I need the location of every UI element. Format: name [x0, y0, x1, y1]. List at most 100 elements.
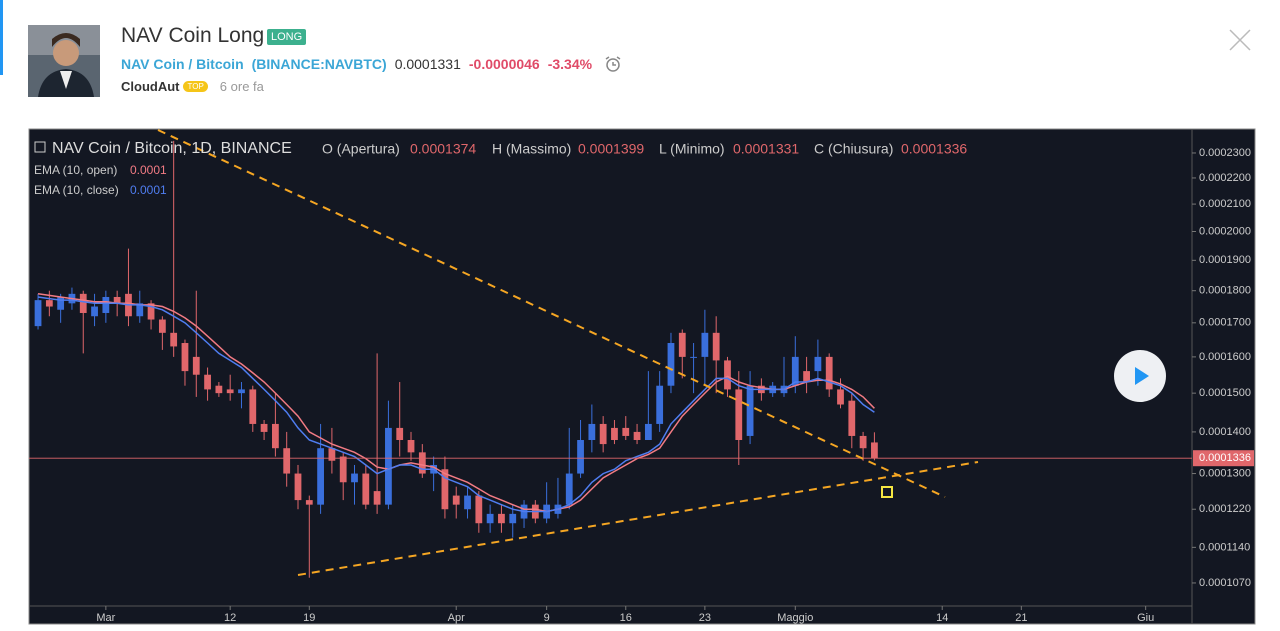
- x-tick-label: 12: [224, 612, 236, 624]
- author[interactable]: CloudAut: [121, 79, 180, 94]
- symbol-name[interactable]: NAV Coin / Bitcoin: [121, 56, 244, 72]
- price-change-pct: -3.34%: [547, 56, 593, 72]
- y-tick-label: 0.0002100: [1199, 198, 1251, 210]
- x-tick-label: 9: [544, 612, 550, 624]
- symbol-row: NAV Coin / Bitcoin (BINANCE:NAVBTC) 0.0001…: [121, 55, 624, 73]
- candle-body: [351, 473, 358, 483]
- x-tick-label: Apr: [448, 612, 465, 624]
- candle-body: [181, 343, 189, 372]
- candle-body: [701, 332, 709, 357]
- candle-body: [690, 356, 697, 358]
- close-button[interactable]: [1228, 28, 1252, 52]
- y-tick-label: 0.0001700: [1199, 317, 1251, 329]
- legend-toggle[interactable]: [34, 141, 46, 153]
- candle-body: [735, 389, 743, 440]
- legend-entry: EMA (10, open): [34, 163, 117, 177]
- candle-body: [147, 303, 155, 320]
- candle-body: [746, 385, 754, 436]
- candle-body: [170, 332, 178, 347]
- candle-body: [271, 423, 279, 449]
- post-time: 6 ore fa: [219, 79, 264, 94]
- y-tick-label: 0.0001600: [1199, 351, 1251, 363]
- trendline[interactable]: [157, 129, 946, 498]
- ohlc-value: 0.0001374: [410, 141, 476, 157]
- candle-body: [791, 356, 799, 386]
- candle-body: [464, 495, 471, 510]
- trendline[interactable]: [297, 461, 979, 576]
- chart-title: NAV Coin / Bitcoin, 1D, BINANCE: [52, 140, 292, 157]
- symbol-code[interactable]: (BINANCE:NAVBTC): [251, 56, 387, 72]
- candle-body: [407, 439, 415, 453]
- candle-body: [644, 423, 652, 440]
- chart-panel: [28, 128, 1256, 625]
- candle-body: [814, 356, 822, 372]
- candle-body: [34, 300, 42, 327]
- ohlc-value: 0.0001399: [578, 141, 644, 157]
- candle-body: [452, 495, 460, 505]
- candle-body: [283, 448, 291, 474]
- candle-body: [339, 456, 347, 483]
- candle-body: [498, 513, 505, 524]
- candle-body: [136, 303, 144, 317]
- y-tick-label: 0.0002200: [1199, 172, 1251, 184]
- candle-body: [260, 423, 268, 432]
- y-tick-label: 0.0001070: [1199, 577, 1251, 589]
- candle-body: [678, 332, 686, 357]
- candle-body: [158, 319, 166, 333]
- x-tick-label: 21: [1015, 612, 1027, 624]
- ohlc-value: 0.0001336: [901, 141, 967, 157]
- candle-body: [633, 431, 641, 440]
- x-tick-label: 14: [936, 612, 948, 624]
- x-tick-label: 19: [303, 612, 315, 624]
- y-tick-label: 0.0001400: [1199, 426, 1251, 438]
- accent-bar: [0, 0, 3, 75]
- last-price-tag: [1193, 450, 1254, 467]
- candle-body: [317, 448, 324, 505]
- candle-body: [192, 356, 200, 375]
- candle-body: [803, 371, 810, 383]
- long-badge: LONG: [267, 29, 307, 45]
- idea-header: NAV Coin Long LONG NAV Coin / Bitcoin (BI…: [0, 0, 1280, 120]
- y-tick-label: 0.0001140: [1199, 541, 1250, 553]
- candle-body: [441, 469, 449, 510]
- x-tick-label: Giu: [1137, 612, 1154, 624]
- candle-body: [588, 423, 596, 440]
- candle-body: [79, 293, 87, 313]
- ohlc-label: L (Minimo): [659, 141, 725, 157]
- candle-body: [102, 296, 110, 313]
- y-tick-label: 0.0001900: [1199, 254, 1251, 266]
- x-tick-label: Maggio: [777, 612, 813, 624]
- last-price-label: 0.0001336: [1199, 452, 1251, 464]
- candle-body: [204, 374, 211, 390]
- ohlc-label: O (Apertura): [322, 141, 400, 157]
- candle-body: [328, 448, 336, 461]
- alert-icon[interactable]: [604, 55, 624, 73]
- candle-body: [294, 473, 302, 501]
- ohlc-label: C (Chiusura): [814, 141, 893, 157]
- candle-body: [577, 439, 584, 474]
- plot: 0.0002300 0.0002200 0.0002100 0.0002000 0.00…: [29, 140, 1254, 624]
- legend-value: 0.0001: [130, 163, 167, 177]
- candle-body: [486, 513, 494, 524]
- y-tick-label: 0.0002300: [1199, 147, 1251, 159]
- candle-body: [113, 296, 121, 304]
- trendlines: [157, 129, 979, 576]
- candle-body: [396, 427, 404, 440]
- y-tick-label: 0.0001800: [1199, 285, 1251, 297]
- ohlc-label: H (Massimo): [492, 141, 571, 157]
- author-badge: TOP: [183, 81, 208, 92]
- candle-body: [238, 389, 245, 394]
- ema-line: [37, 296, 875, 513]
- candle-body: [509, 513, 517, 524]
- candle-body: [871, 442, 878, 459]
- candle-body: [475, 495, 483, 524]
- candle-body: [712, 332, 720, 361]
- drawing-handle[interactable]: [881, 486, 893, 498]
- candle-body: [825, 356, 833, 390]
- candle-body: [385, 427, 392, 505]
- x-tick-label: Mar: [96, 612, 115, 624]
- y-tick-label: 0.0002000: [1199, 225, 1251, 237]
- candle-body: [859, 435, 867, 449]
